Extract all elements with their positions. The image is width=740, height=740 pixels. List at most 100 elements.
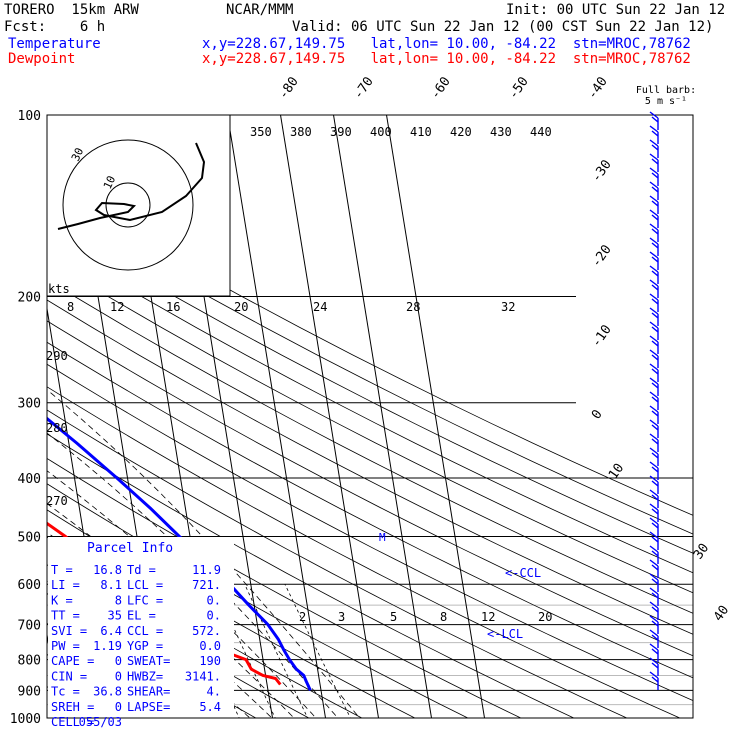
parcel-row-label2-2: LFC = bbox=[127, 593, 163, 607]
wind-barb-13 bbox=[649, 293, 659, 312]
temperature-label--40: -40 bbox=[585, 74, 611, 102]
wind-barb-14 bbox=[649, 307, 659, 326]
parcel-row-label-4: SVI = bbox=[51, 624, 87, 638]
pressure-label-600: 600 bbox=[18, 578, 41, 593]
temperature-label--10: -10 bbox=[589, 322, 615, 350]
dry-adiabat-340 bbox=[47, 433, 575, 718]
left-theta-label-280: 280 bbox=[46, 421, 68, 435]
parcel-row-label2-6: SWEAT= bbox=[127, 654, 170, 668]
isotherm-20 bbox=[227, 115, 327, 718]
wind-barb-1 bbox=[649, 125, 659, 144]
theta-label-380: 380 bbox=[290, 125, 312, 139]
pressure-label-400: 400 bbox=[18, 472, 41, 487]
parcel-row-label2-5: YGP = bbox=[127, 639, 163, 653]
wind-barb-27 bbox=[649, 489, 659, 508]
moist-adiabat-16 bbox=[47, 503, 295, 718]
temperature-label--30: -30 bbox=[589, 157, 615, 185]
isotherm-30 bbox=[280, 115, 380, 718]
temperature-label--20: -20 bbox=[589, 242, 615, 270]
dewpoint-label: Dewpoint bbox=[8, 51, 76, 67]
parcel-row-value-1: 8.1 bbox=[100, 578, 122, 592]
parcel-row-value2-5: 0.0 bbox=[199, 639, 221, 653]
wind-barb-33 bbox=[649, 573, 659, 592]
mixing-ratio-lower-label-8: 8 bbox=[440, 610, 447, 624]
wind-barb-11 bbox=[649, 265, 659, 284]
wind-barb-12 bbox=[649, 279, 659, 298]
parcel-row-value-2: 8 bbox=[115, 593, 122, 607]
dry-adiabat-390 bbox=[47, 320, 693, 657]
wind-barb-2 bbox=[649, 139, 659, 158]
parcel-row-value2-6: 190 bbox=[199, 654, 221, 668]
theta-label-350: 350 bbox=[250, 125, 272, 139]
wind-barb-7 bbox=[649, 209, 659, 228]
parcel-row-value2-3: 0. bbox=[207, 609, 221, 623]
wind-barb-25 bbox=[649, 461, 659, 480]
wind-barb-8 bbox=[649, 223, 659, 242]
parcel-row-value-4: 6.4 bbox=[100, 624, 122, 638]
dry-adiabat-330 bbox=[47, 457, 522, 718]
wind-barb-4 bbox=[649, 167, 659, 186]
dry-adiabat-450 bbox=[47, 202, 693, 535]
dry-adiabat-370 bbox=[47, 363, 693, 702]
parcel-row-label-5: PW = bbox=[51, 639, 80, 653]
parcel-row-value-9: 0 bbox=[115, 700, 122, 714]
wind-barb-34 bbox=[649, 587, 659, 606]
hodograph-ring-label-10: 10 bbox=[101, 174, 118, 192]
wind-barb-0 bbox=[649, 111, 659, 130]
parcel-row-label-9: SREH = bbox=[51, 700, 94, 714]
moist-adiabat-12 bbox=[47, 531, 273, 718]
wind-barb-38 bbox=[649, 643, 659, 662]
wind-barb-16 bbox=[649, 335, 659, 354]
parcel-row-label-7: CIN = bbox=[51, 669, 87, 683]
hodograph-ring-outer bbox=[62, 139, 194, 271]
temperature-label--60: -60 bbox=[428, 74, 454, 102]
pressure-label-800: 800 bbox=[18, 654, 41, 669]
pressure-label-300: 300 bbox=[18, 397, 41, 412]
wind-barb-23 bbox=[649, 433, 659, 452]
temperature-label--80: -80 bbox=[276, 74, 302, 102]
wind-barb-18 bbox=[649, 363, 659, 382]
dry-adiabat-420 bbox=[47, 259, 693, 594]
parcel-row-label2-8: SHEAR= bbox=[127, 685, 170, 699]
parcel-row-label-8: Tc = bbox=[51, 685, 80, 699]
temperature-label--70: -70 bbox=[351, 74, 377, 102]
theta-label-440: 440 bbox=[530, 125, 552, 139]
parcel-row-label2-9: LAPSE= bbox=[127, 700, 170, 714]
theta-label-420: 420 bbox=[450, 125, 472, 139]
hodograph-ring-label-30: 30 bbox=[69, 146, 86, 164]
parcel-row-label2-0: Td = bbox=[127, 563, 156, 577]
wind-barb-3 bbox=[649, 153, 659, 172]
parcel-row-label2-7: HWBZ= bbox=[127, 669, 163, 683]
mixing-ratio-upper-label-16: 16 bbox=[166, 300, 180, 314]
parcel-info-panel bbox=[48, 537, 234, 730]
center-label: NCAR/MMM bbox=[226, 2, 294, 18]
wind-barb-36 bbox=[649, 615, 659, 634]
hodograph-ring-inner bbox=[105, 182, 151, 228]
theta-label-410: 410 bbox=[410, 125, 432, 139]
forecast-hour: Fcst: 6 h bbox=[4, 19, 106, 35]
wind-barb-28 bbox=[649, 503, 659, 522]
mixing-ratio-lower-label-3: 3 bbox=[338, 610, 345, 624]
mixing-ratio-upper-label-32: 32 bbox=[501, 300, 515, 314]
temperature-profile bbox=[47, 416, 312, 692]
mixing-ratio-upper-label-28: 28 bbox=[406, 300, 420, 314]
wind-barb-30 bbox=[649, 531, 659, 550]
parcel-row-label-1: LI = bbox=[51, 578, 80, 592]
dry-adiabat-400 bbox=[47, 299, 693, 635]
wind-barb-40 bbox=[649, 671, 659, 690]
wind-barb-37 bbox=[649, 629, 659, 648]
parcel-info-title: Parcel Info bbox=[87, 541, 173, 556]
temperature-label-30: 30 bbox=[691, 541, 712, 562]
parcel-row-label-6: CAPE = bbox=[51, 654, 94, 668]
mixing-ratio-upper-label-24: 24 bbox=[313, 300, 327, 314]
parcel-row-label-2: K = bbox=[51, 593, 73, 607]
theta-label-430: 430 bbox=[490, 125, 512, 139]
barb-legend-title: Full barb: bbox=[636, 85, 696, 96]
wind-barb-6 bbox=[649, 195, 659, 214]
wind-barb-19 bbox=[649, 377, 659, 396]
wind-barb-24 bbox=[649, 447, 659, 466]
parcel-row-value-8: 36.8 bbox=[93, 685, 122, 699]
pressure-label-500: 500 bbox=[18, 530, 41, 545]
isotherm--40 bbox=[0, 115, 10, 731]
mixing-ratio-lower-label-5: 5 bbox=[390, 610, 397, 624]
